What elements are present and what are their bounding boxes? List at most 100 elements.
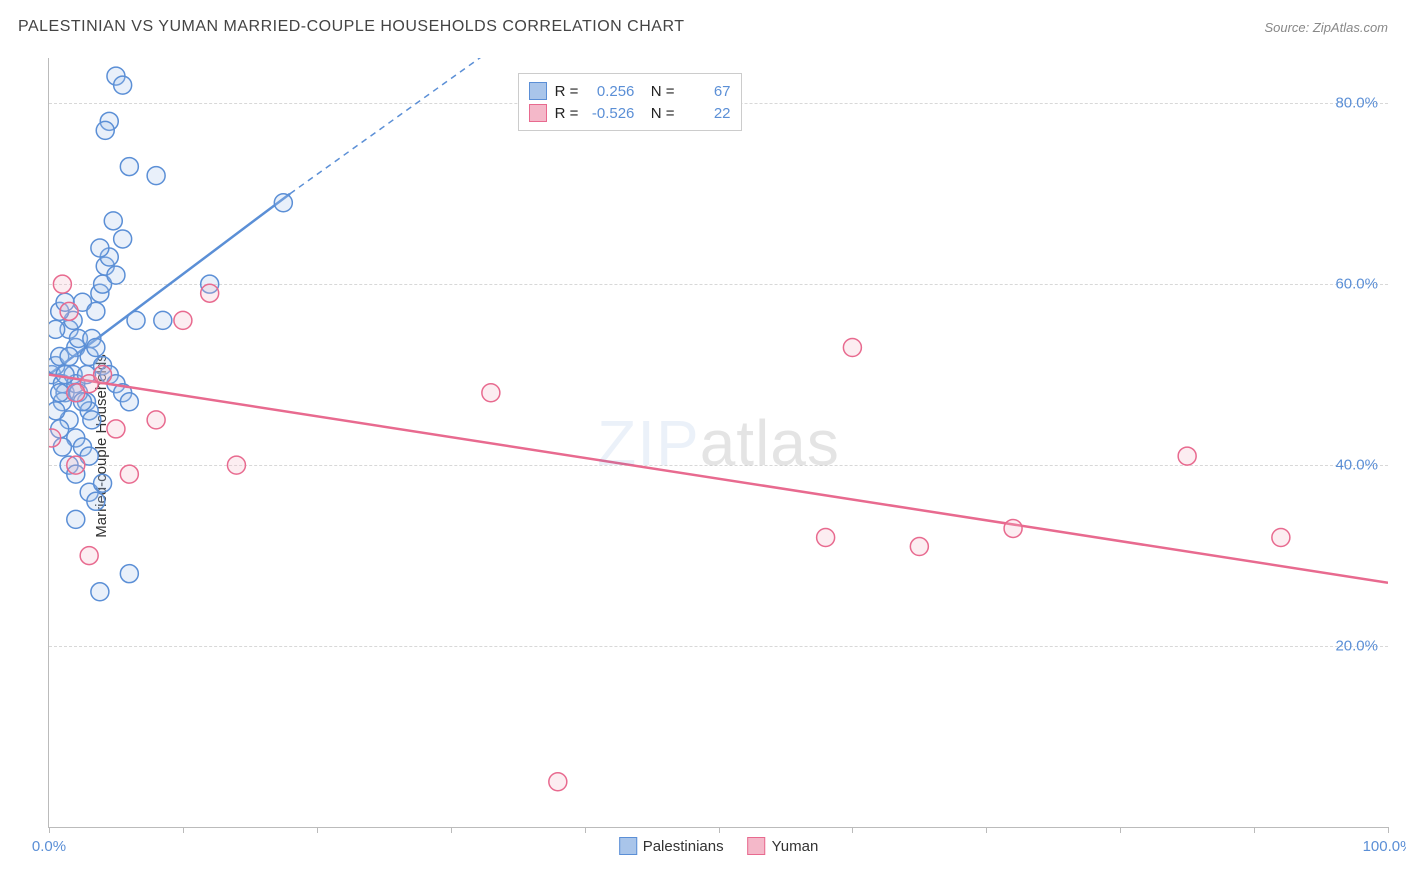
data-point [91, 239, 109, 257]
x-tick [585, 827, 586, 833]
y-tick-label: 20.0% [1335, 638, 1378, 655]
data-point [96, 121, 114, 139]
source-attribution: Source: ZipAtlas.com [1264, 20, 1388, 35]
data-point [174, 311, 192, 329]
legend-r-value-1: -0.526 [586, 105, 634, 122]
data-point [100, 366, 118, 384]
chart-title: PALESTINIAN VS YUMAN MARRIED-COUPLE HOUS… [18, 18, 684, 36]
data-point [67, 429, 85, 447]
data-point [67, 375, 85, 393]
legend-r-label: R = [555, 105, 579, 122]
data-point [77, 393, 95, 411]
data-point [127, 311, 145, 329]
data-point [80, 547, 98, 565]
data-point [94, 366, 112, 384]
x-tick [451, 827, 452, 833]
data-point [60, 320, 78, 338]
x-tick [183, 827, 184, 833]
data-point [73, 393, 91, 411]
data-point [120, 393, 138, 411]
x-tick [719, 827, 720, 833]
legend-swatch-icon [748, 837, 766, 855]
y-tick-label: 60.0% [1335, 276, 1378, 293]
data-point [69, 384, 87, 402]
legend-item-1: Yuman [748, 837, 819, 855]
data-point [80, 375, 98, 393]
data-point [120, 565, 138, 583]
gridline [49, 465, 1388, 466]
data-point [64, 366, 82, 384]
x-tick [1388, 827, 1389, 833]
data-point [67, 384, 85, 402]
data-point [114, 76, 132, 94]
data-point [1272, 528, 1290, 546]
data-point [73, 438, 91, 456]
data-point [56, 384, 74, 402]
data-point [80, 402, 98, 420]
data-point [67, 510, 85, 528]
data-point [274, 194, 292, 212]
legend-n-label: N = [642, 105, 674, 122]
data-point [100, 248, 118, 266]
legend-n-value-1: 22 [683, 105, 731, 122]
data-point [49, 402, 65, 420]
data-point [51, 420, 69, 438]
legend-r-label: R = [555, 83, 579, 100]
data-point [107, 67, 125, 85]
data-point [73, 293, 91, 311]
data-point [53, 438, 71, 456]
y-tick-label: 40.0% [1335, 457, 1378, 474]
data-point [49, 366, 61, 384]
data-point [80, 483, 98, 501]
data-point [201, 284, 219, 302]
data-point [114, 384, 132, 402]
data-point [80, 447, 98, 465]
legend-item-0: Palestinians [619, 837, 724, 855]
data-point [120, 158, 138, 176]
data-point [67, 465, 85, 483]
data-point [94, 474, 112, 492]
data-point [49, 320, 65, 338]
data-point [49, 429, 61, 447]
data-point [56, 366, 74, 384]
legend-n-label: N = [642, 83, 674, 100]
series-legend: Palestinians Yuman [619, 837, 819, 855]
x-tick-label: 0.0% [32, 838, 66, 855]
data-point [96, 257, 114, 275]
data-point [120, 465, 138, 483]
data-point [104, 212, 122, 230]
data-point [69, 329, 87, 347]
x-tick [852, 827, 853, 833]
x-tick [1254, 827, 1255, 833]
legend-row-series-0: R = 0.256 N = 67 [529, 80, 731, 102]
data-point [83, 411, 101, 429]
data-point [64, 311, 82, 329]
legend-row-series-1: R = -0.526 N = 22 [529, 102, 731, 124]
x-tick-label: 100.0% [1363, 838, 1406, 855]
data-point [147, 411, 165, 429]
data-point [53, 393, 71, 411]
trendline-1 [49, 375, 1388, 583]
data-point [100, 112, 118, 130]
data-point [107, 375, 125, 393]
data-point [94, 357, 112, 375]
data-point [87, 302, 105, 320]
data-point [114, 230, 132, 248]
scatter-plot-area: ZIPatlas R = 0.256 N = 67 R = -0.526 N =… [48, 58, 1388, 828]
watermark: ZIPatlas [597, 406, 840, 480]
x-tick [49, 827, 50, 833]
legend-label-1: Yuman [772, 838, 819, 855]
legend-r-value-0: 0.256 [586, 83, 634, 100]
legend-swatch-1 [529, 104, 547, 122]
data-point [91, 284, 109, 302]
legend-swatch-0 [529, 82, 547, 100]
x-tick [986, 827, 987, 833]
data-point [80, 348, 98, 366]
data-point [147, 167, 165, 185]
data-point [87, 492, 105, 510]
data-point [51, 302, 69, 320]
data-point [67, 339, 85, 357]
legend-label-0: Palestinians [643, 838, 724, 855]
svg-layer [49, 58, 1388, 827]
data-point [1004, 519, 1022, 537]
